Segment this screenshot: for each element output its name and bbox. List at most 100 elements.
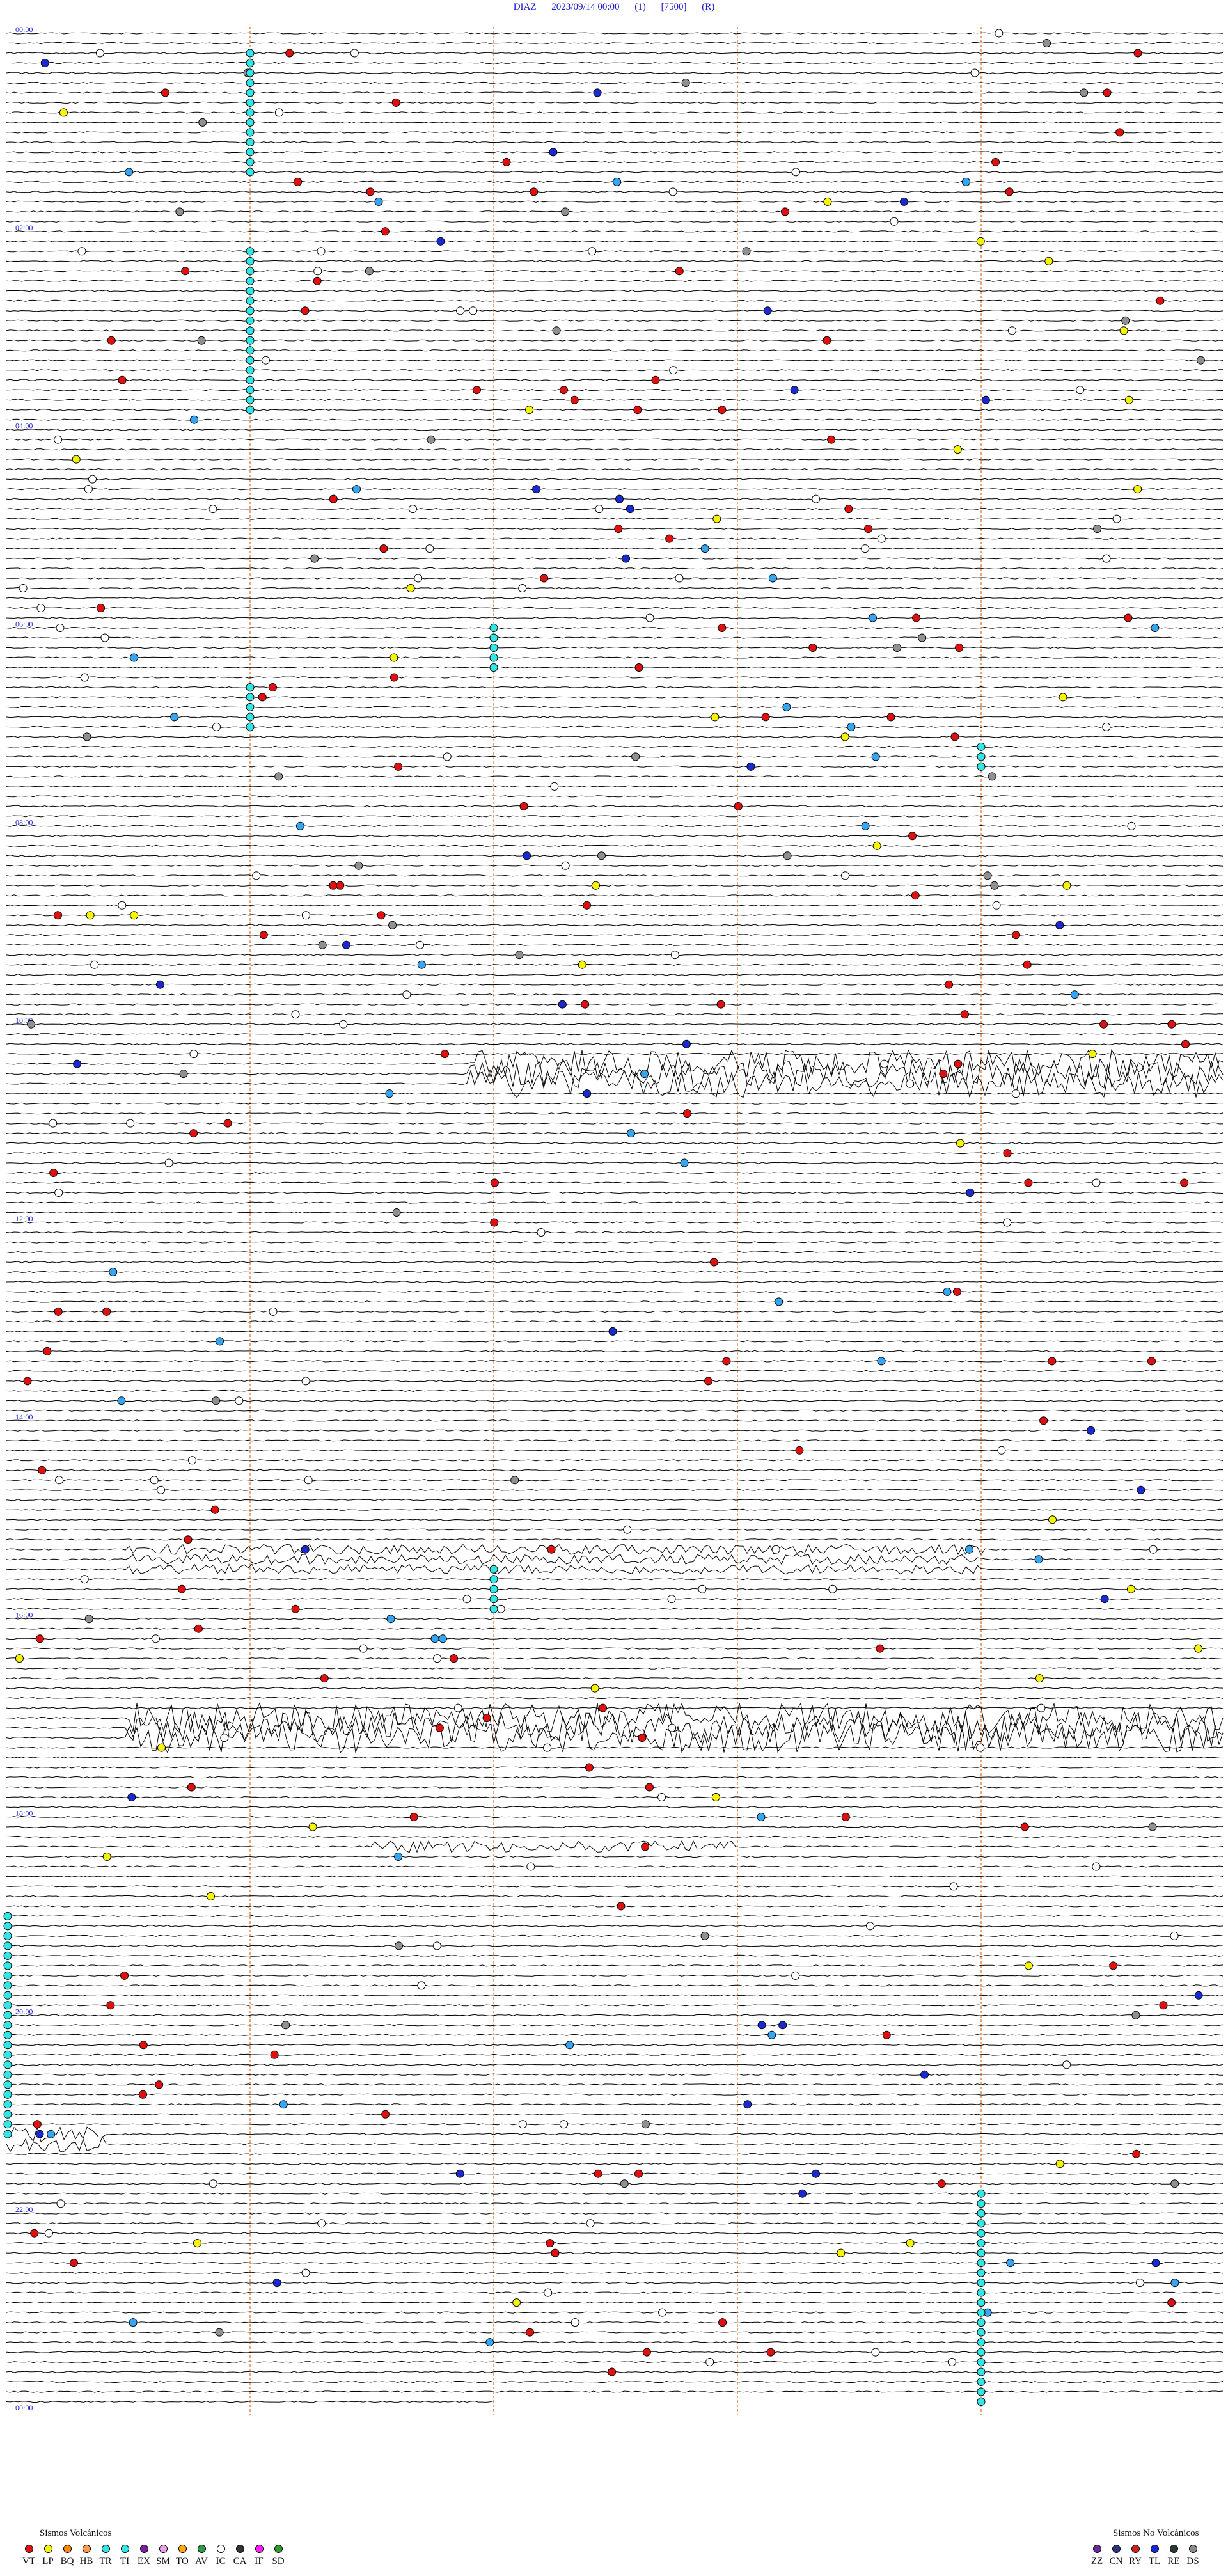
event-marker xyxy=(890,217,899,226)
trace-line xyxy=(6,379,1223,381)
event-marker xyxy=(790,386,799,395)
event-marker xyxy=(301,911,310,920)
event-marker xyxy=(301,1545,310,1554)
event-marker xyxy=(235,1396,244,1405)
tremor-marker xyxy=(977,2219,986,2228)
event-marker xyxy=(177,1584,186,1593)
event-marker xyxy=(329,494,338,503)
tremor-marker xyxy=(977,742,986,751)
event-marker xyxy=(626,505,634,514)
event-marker xyxy=(453,1703,462,1712)
event-marker xyxy=(869,613,878,622)
trace-line xyxy=(6,1746,1224,1749)
event-marker xyxy=(1102,722,1111,731)
tremor-marker xyxy=(246,326,255,335)
event-marker xyxy=(698,1584,707,1593)
event-marker xyxy=(1147,1357,1156,1366)
tremor-marker xyxy=(977,2199,986,2208)
event-marker xyxy=(109,1268,118,1276)
event-marker xyxy=(377,911,386,920)
event-marker xyxy=(783,851,792,860)
trace-line xyxy=(6,1023,1224,1025)
event-marker xyxy=(427,435,436,444)
trace-line xyxy=(6,1003,1223,1006)
trace-line xyxy=(6,1320,1224,1323)
trace-line xyxy=(6,2083,1224,2086)
trace-line xyxy=(6,1211,1224,1214)
event-marker xyxy=(308,1822,317,1831)
event-marker xyxy=(210,1505,219,1514)
event-marker xyxy=(294,177,302,186)
legend-code-label: CN xyxy=(1109,2556,1123,2566)
event-marker xyxy=(622,554,631,563)
event-marker xyxy=(352,485,361,494)
tremor-marker xyxy=(246,356,255,365)
trace-line xyxy=(6,121,1224,124)
trace-line xyxy=(6,795,1224,798)
event-marker xyxy=(84,485,93,494)
event-marker xyxy=(700,1931,709,1940)
event-marker xyxy=(543,1743,552,1752)
trace-line xyxy=(6,666,1224,669)
event-marker xyxy=(949,1882,958,1891)
trace-line xyxy=(6,755,1224,758)
event-marker xyxy=(1102,554,1111,563)
event-marker xyxy=(645,1783,654,1792)
event-marker xyxy=(436,237,445,246)
event-marker xyxy=(590,1684,599,1693)
event-marker xyxy=(560,386,568,395)
trace-line xyxy=(6,567,1224,570)
time-labels: 00:0002:0004:0006:0008:0010:0012:0014:00… xyxy=(15,25,33,2412)
trace-line xyxy=(6,944,1224,946)
trace-line xyxy=(6,2135,1224,2153)
trace-line xyxy=(6,2252,1224,2254)
event-marker xyxy=(95,49,104,58)
trace-line xyxy=(6,1261,1224,1263)
event-marker xyxy=(1092,1862,1101,1871)
event-marker xyxy=(223,1119,232,1128)
event-marker xyxy=(1109,1961,1118,1970)
event-marker xyxy=(627,1129,636,1138)
event-marker xyxy=(899,197,908,206)
legend-volcanic-item-ex: EX xyxy=(134,2543,154,2572)
legend-nonvolcanic-item-re: RE xyxy=(1164,2543,1183,2572)
event-marker xyxy=(381,2110,390,2119)
trace-line xyxy=(6,1449,1224,1451)
trace-line xyxy=(6,2360,1224,2364)
event-marker xyxy=(43,1347,52,1355)
event-marker xyxy=(1167,2298,1176,2307)
event-marker xyxy=(170,713,179,722)
legend-nonvolcanic-item-ry: RY xyxy=(1126,2543,1145,2572)
event-marker xyxy=(164,1158,173,1167)
trace-line xyxy=(6,646,1224,649)
event-marker xyxy=(15,1654,24,1663)
event-marker xyxy=(962,177,970,186)
event-marker xyxy=(525,406,533,415)
trace-line xyxy=(6,1711,1224,1744)
event-marker xyxy=(433,1654,442,1663)
legend-volcanic-item-tr: TR xyxy=(96,2543,115,2572)
event-marker xyxy=(318,940,327,949)
legend-dot-icon xyxy=(159,2545,168,2553)
event-marker xyxy=(359,1644,368,1653)
legend-code-label: VT xyxy=(22,2556,35,2566)
event-marker xyxy=(38,1466,47,1474)
event-marker xyxy=(551,2248,560,2257)
event-marker xyxy=(274,108,283,117)
event-marker xyxy=(675,267,684,276)
event-marker xyxy=(462,1595,471,1604)
event-marker xyxy=(581,1000,590,1009)
event-marker xyxy=(1024,1178,1033,1187)
legend-code-label: CA xyxy=(233,2556,247,2566)
legend-code-label: BQ xyxy=(60,2556,74,2566)
event-marker xyxy=(1003,1218,1012,1227)
event-marker xyxy=(614,525,623,533)
trace-line xyxy=(6,1528,1224,1531)
time-label: 00:00 xyxy=(15,2403,33,2412)
trace-line xyxy=(6,498,1224,500)
event-marker xyxy=(175,207,184,216)
tremor-marker xyxy=(246,366,255,375)
event-marker xyxy=(552,326,561,335)
event-marker xyxy=(102,1853,111,1861)
tremor-marker xyxy=(3,1961,12,1970)
